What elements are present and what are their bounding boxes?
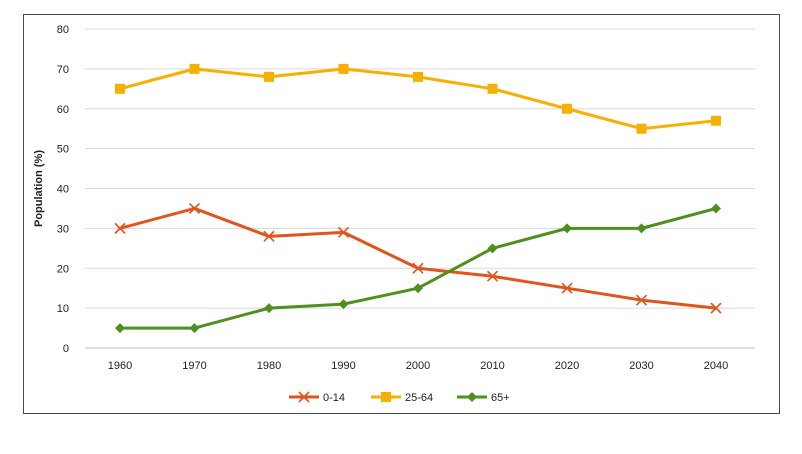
x-axis-tick-labels: 1960 1970 1980 1990 2000 2010 2020 2030 2040 <box>108 360 728 372</box>
series-0-14 <box>114 202 722 314</box>
data-point <box>711 203 721 214</box>
legend-item: 0-14 <box>289 391 345 404</box>
data-point <box>413 71 423 82</box>
data-point <box>412 262 424 274</box>
data-point <box>561 282 573 294</box>
y-tick-label: 0 <box>63 343 69 355</box>
data-point <box>264 303 274 314</box>
legend: 0-14 25-64 65+ <box>289 391 510 404</box>
series-lines <box>114 63 722 334</box>
y-tick-label: 20 <box>57 263 69 275</box>
x-tick-label: 2010 <box>480 360 504 372</box>
x-tick-label: 1960 <box>108 360 132 372</box>
y-tick-label: 10 <box>57 303 69 315</box>
legend-label: 65+ <box>491 392 510 404</box>
data-point <box>636 223 647 234</box>
legend-item: 25-64 <box>371 392 433 404</box>
data-point <box>562 223 572 234</box>
y-tick-label: 30 <box>57 223 69 235</box>
series-25-64 <box>115 63 721 134</box>
legend-marker <box>381 392 391 402</box>
data-point <box>338 63 349 74</box>
gridlines <box>85 28 755 349</box>
data-point <box>115 323 125 334</box>
data-point <box>711 115 721 126</box>
y-tick-label: 40 <box>57 184 69 196</box>
data-point <box>710 302 722 314</box>
legend-item: 65+ <box>457 392 510 404</box>
data-point <box>636 123 647 134</box>
data-point <box>264 71 274 82</box>
y-tick-label: 60 <box>57 104 69 116</box>
data-point <box>115 83 125 94</box>
x-tick-label: 2020 <box>555 360 579 372</box>
x-tick-label: 1990 <box>331 360 355 372</box>
data-point <box>337 226 350 238</box>
data-point <box>487 83 498 94</box>
x-tick-label: 2000 <box>406 360 430 372</box>
legend-label: 25-64 <box>405 392 433 404</box>
data-point <box>562 103 572 114</box>
y-tick-label: 50 <box>57 144 69 156</box>
y-axis-title: Population (%) <box>33 150 45 227</box>
data-point <box>189 323 200 334</box>
y-tick-label: 70 <box>57 64 69 76</box>
data-point <box>413 283 423 294</box>
data-point <box>189 63 200 74</box>
x-tick-label: 1980 <box>257 360 281 372</box>
data-point <box>114 222 126 234</box>
y-axis-tick-labels: 0 10 20 30 40 50 60 70 80 <box>57 24 69 355</box>
data-point <box>188 202 201 215</box>
legend-label: 0-14 <box>323 392 345 404</box>
x-tick-label: 2030 <box>629 360 653 372</box>
x-tick-label: 1970 <box>182 360 206 372</box>
x-tick-label: 2040 <box>704 360 728 372</box>
data-point <box>635 294 648 306</box>
legend-marker <box>467 392 477 402</box>
data-point <box>338 299 349 310</box>
legend-marker <box>298 391 310 403</box>
series-65+ <box>115 203 721 334</box>
data-point <box>486 270 499 282</box>
data-point <box>487 243 498 254</box>
y-tick-label: 80 <box>57 24 69 36</box>
data-point <box>263 230 275 242</box>
